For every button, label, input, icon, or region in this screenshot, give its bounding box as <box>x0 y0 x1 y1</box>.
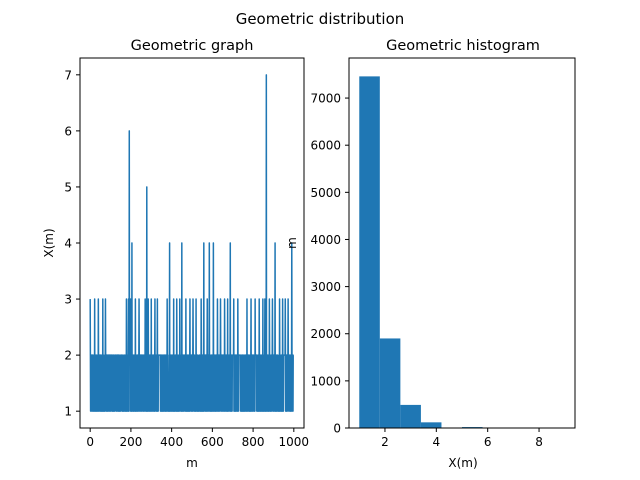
histogram-y-label: m <box>285 237 299 249</box>
histogram-frame <box>348 57 576 429</box>
histogram-bar <box>400 404 421 428</box>
histogram-bar <box>379 338 401 428</box>
line-chart-panel: Geometric graph 0 200 400 600 800 1000 1 2 3 4 5 6… <box>42 38 309 470</box>
histogram-bar <box>359 76 380 428</box>
y-tick-label: 5 <box>64 180 72 194</box>
line-chart-y-ticks: 1 2 3 4 5 6 7 <box>64 68 80 419</box>
x-tick-label: 6 <box>484 435 492 449</box>
x-tick-label: 4 <box>432 435 440 449</box>
x-tick-label: 0 <box>86 435 94 449</box>
histogram-y-ticks: 0 1000 2000 3000 4000 5000 6000 7000 <box>310 92 349 436</box>
line-chart-x-ticks: 0 200 400 600 800 1000 <box>86 428 309 449</box>
y-tick-label: 5000 <box>310 186 341 200</box>
line-chart-y-label: X(m) <box>42 228 56 257</box>
line-chart-marks <box>89 74 295 412</box>
y-tick-label: 1 <box>64 405 72 419</box>
x-tick-label: 8 <box>535 435 543 449</box>
x-tick-label: 400 <box>160 435 183 449</box>
histogram-title: Geometric histogram <box>386 38 540 54</box>
y-tick-label: 6 <box>64 124 72 138</box>
line-series <box>89 74 295 412</box>
y-tick-label: 0 <box>333 422 341 436</box>
x-tick-label: 600 <box>201 435 224 449</box>
y-tick-label: 3000 <box>310 280 341 294</box>
histogram-marks <box>359 76 565 428</box>
y-tick-label: 7 <box>64 68 72 82</box>
y-tick-label: 4000 <box>310 233 341 247</box>
histogram-bar <box>420 422 442 428</box>
line-chart-title: Geometric graph <box>131 38 254 54</box>
suptitle: Geometric distribution <box>236 10 405 28</box>
x-tick-label: 800 <box>242 435 265 449</box>
y-tick-label: 7000 <box>310 92 341 106</box>
y-tick-label: 2 <box>64 349 72 363</box>
y-tick-label: 3 <box>64 293 72 307</box>
histogram-panel: Geometric histogram 2 4 6 8 0 1000 2000 3000 40… <box>285 38 576 470</box>
x-tick-label: 2 <box>381 435 389 449</box>
histogram-x-ticks: 2 4 6 8 <box>381 428 543 449</box>
x-tick-label: 200 <box>119 435 142 449</box>
histogram-x-label: X(m) <box>448 456 477 470</box>
y-tick-label: 2000 <box>310 327 341 341</box>
line-chart-x-label: m <box>186 456 198 470</box>
y-tick-label: 6000 <box>310 139 341 153</box>
x-tick-label: 1000 <box>279 435 310 449</box>
y-tick-label: 1000 <box>310 374 341 388</box>
y-tick-label: 4 <box>64 237 72 251</box>
